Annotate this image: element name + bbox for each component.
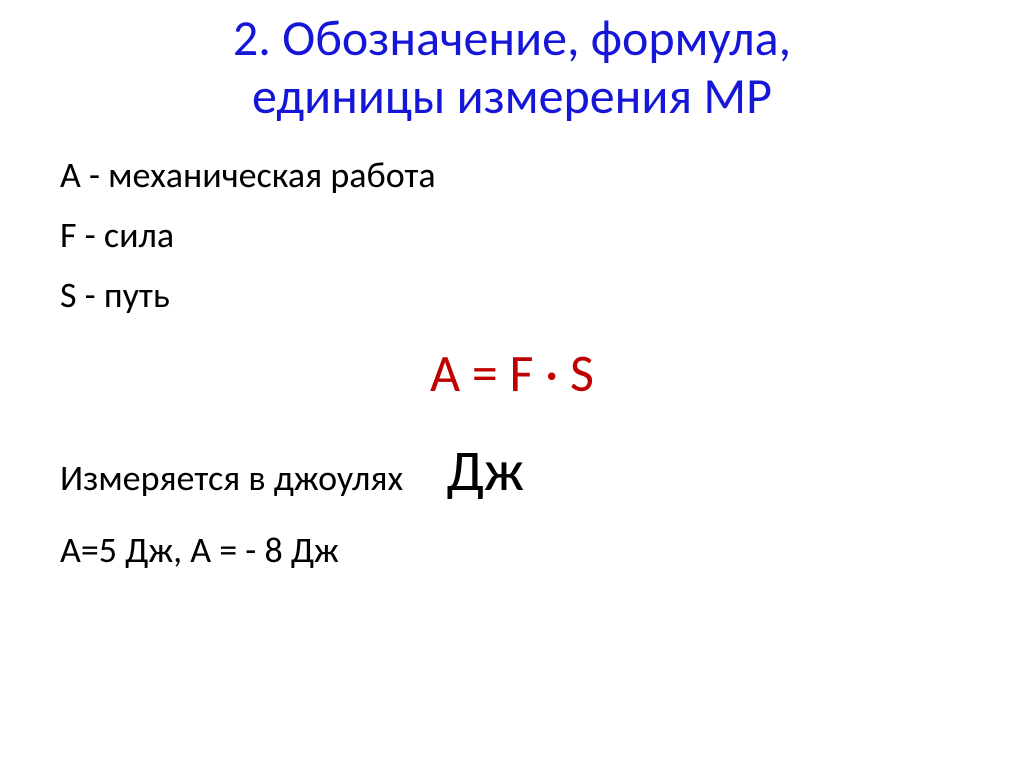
slide-container: 2. Обозначение, формула, единицы измерен…	[0, 0, 1024, 767]
measurement-line: Измеряется в джоулях Дж	[60, 435, 964, 506]
definition-f: F - сила	[60, 213, 964, 257]
formula-main: A = F · S	[60, 341, 964, 405]
definition-s: S - путь	[60, 273, 964, 317]
examples-line: А=5 Дж, А = - 8 Дж	[60, 528, 964, 572]
title-line-2: единицы измерения МР	[60, 68, 964, 126]
measurement-prefix: Измеряется в джоулях	[60, 456, 403, 500]
definition-a: А - механическая работа	[60, 153, 964, 197]
measurement-unit: Дж	[447, 435, 524, 506]
title-line-1: 2. Обозначение, формула,	[60, 10, 964, 68]
slide-title: 2. Обозначение, формула, единицы измерен…	[60, 10, 964, 125]
